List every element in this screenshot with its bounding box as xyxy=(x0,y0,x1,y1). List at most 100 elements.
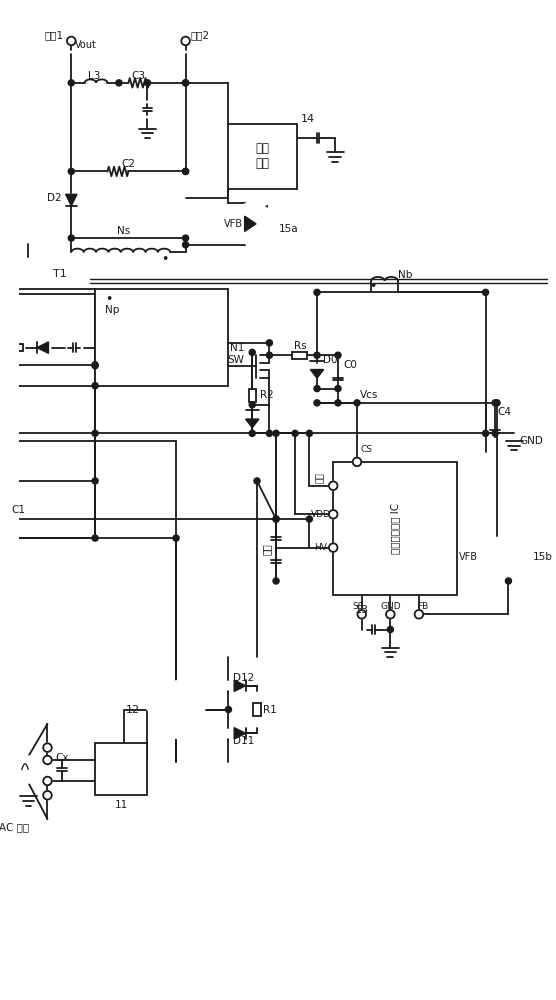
Text: GND: GND xyxy=(380,602,401,611)
Circle shape xyxy=(266,430,272,436)
Text: 11: 11 xyxy=(115,800,128,810)
Circle shape xyxy=(145,80,151,86)
Circle shape xyxy=(335,400,341,406)
Text: L3: L3 xyxy=(88,71,100,81)
Circle shape xyxy=(43,791,52,800)
Polygon shape xyxy=(147,681,205,738)
Text: 15b: 15b xyxy=(533,552,553,562)
Text: Vcs: Vcs xyxy=(360,390,379,400)
Circle shape xyxy=(492,430,498,436)
Circle shape xyxy=(173,535,179,541)
Text: 输出2: 输出2 xyxy=(190,30,210,40)
Text: Vout: Vout xyxy=(75,40,97,50)
Circle shape xyxy=(484,536,525,578)
Circle shape xyxy=(182,235,188,241)
Text: 输出: 输出 xyxy=(316,473,325,483)
Polygon shape xyxy=(37,342,48,353)
Bar xyxy=(9,344,23,351)
Circle shape xyxy=(0,438,3,444)
Circle shape xyxy=(0,345,3,351)
Text: C1: C1 xyxy=(11,505,25,515)
Bar xyxy=(333,462,457,595)
Circle shape xyxy=(182,168,188,174)
Text: SW: SW xyxy=(228,355,245,365)
Text: CS: CS xyxy=(361,445,373,454)
Text: Ns: Ns xyxy=(117,226,130,236)
Circle shape xyxy=(225,706,231,713)
Text: SS: SS xyxy=(352,602,364,611)
Ellipse shape xyxy=(15,756,42,783)
Circle shape xyxy=(68,235,75,241)
Text: 输出1: 输出1 xyxy=(44,30,64,40)
Circle shape xyxy=(273,516,279,522)
Circle shape xyxy=(182,168,188,174)
Circle shape xyxy=(182,242,188,248)
Circle shape xyxy=(415,610,423,619)
Circle shape xyxy=(68,168,75,174)
Polygon shape xyxy=(310,370,324,378)
Circle shape xyxy=(483,430,489,436)
Circle shape xyxy=(335,352,341,358)
Circle shape xyxy=(92,363,98,369)
Circle shape xyxy=(92,383,98,389)
Circle shape xyxy=(231,203,273,245)
Circle shape xyxy=(249,402,255,408)
Bar xyxy=(292,352,307,359)
Circle shape xyxy=(329,543,337,552)
Circle shape xyxy=(181,37,190,45)
Circle shape xyxy=(92,478,98,484)
Bar xyxy=(95,289,229,386)
Circle shape xyxy=(182,80,188,86)
Circle shape xyxy=(0,362,3,368)
Text: 13: 13 xyxy=(355,605,369,615)
Circle shape xyxy=(182,80,188,86)
Circle shape xyxy=(92,535,98,541)
Text: AC 输入: AC 输入 xyxy=(0,822,29,832)
Circle shape xyxy=(505,578,512,584)
Circle shape xyxy=(306,430,312,436)
Text: •: • xyxy=(105,293,112,306)
Circle shape xyxy=(329,481,337,490)
Text: C0: C0 xyxy=(344,360,358,370)
Circle shape xyxy=(335,386,341,392)
Text: 15a: 15a xyxy=(279,224,299,234)
Circle shape xyxy=(314,289,320,295)
Text: D12: D12 xyxy=(233,673,255,683)
Text: D0: D0 xyxy=(322,355,337,365)
Text: C4: C4 xyxy=(498,407,512,417)
Text: Rs: Rs xyxy=(294,341,306,351)
Circle shape xyxy=(43,743,52,752)
Circle shape xyxy=(273,430,279,436)
Polygon shape xyxy=(245,216,256,231)
Bar xyxy=(249,389,256,402)
Bar xyxy=(95,743,147,795)
Circle shape xyxy=(492,400,498,406)
Circle shape xyxy=(494,400,500,406)
Circle shape xyxy=(329,510,337,519)
Text: T1: T1 xyxy=(53,269,67,279)
Text: FB: FB xyxy=(417,602,428,611)
Circle shape xyxy=(249,430,255,436)
Circle shape xyxy=(292,430,298,436)
Circle shape xyxy=(266,340,272,346)
Circle shape xyxy=(483,289,489,295)
Text: VFB: VFB xyxy=(224,219,242,229)
Circle shape xyxy=(273,516,279,522)
Circle shape xyxy=(92,362,98,368)
Circle shape xyxy=(388,626,394,633)
Circle shape xyxy=(314,352,320,358)
Circle shape xyxy=(314,386,320,392)
Text: Np: Np xyxy=(105,305,119,315)
Circle shape xyxy=(0,291,3,297)
Circle shape xyxy=(92,430,98,436)
Bar xyxy=(253,703,261,716)
Circle shape xyxy=(358,610,366,619)
Circle shape xyxy=(249,349,255,355)
Text: VDD: VDD xyxy=(311,510,331,519)
Circle shape xyxy=(116,80,122,86)
Text: •: • xyxy=(370,280,377,293)
Text: 栅极: 栅极 xyxy=(261,544,271,555)
Text: VFB: VFB xyxy=(459,552,478,562)
Text: R2: R2 xyxy=(260,390,274,400)
Text: D11: D11 xyxy=(233,736,255,746)
